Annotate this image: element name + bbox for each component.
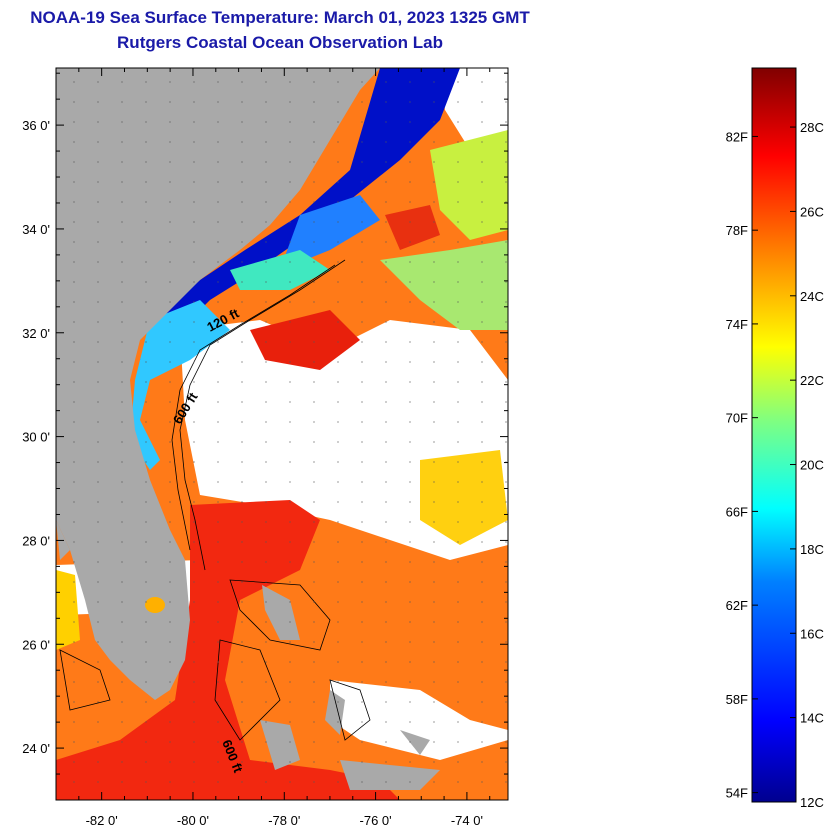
map-title: NOAA-19 Sea Surface Temperature: March 0… [30, 8, 530, 27]
celsius-label: 12C [800, 795, 824, 810]
celsius-label: 26C [800, 204, 824, 219]
celsius-label: 16C [800, 626, 824, 641]
celsius-label: 22C [800, 373, 824, 388]
lon-label: -74 0' [451, 813, 483, 828]
map-subtitle: Rutgers Coastal Ocean Observation Lab [117, 33, 443, 52]
fahrenheit-label: 74F [726, 317, 748, 332]
fahrenheit-label: 78F [726, 223, 748, 238]
sst-imagery [56, 68, 508, 800]
fahrenheit-label: 82F [726, 129, 748, 144]
lon-label: -80 0' [177, 813, 209, 828]
lat-label: 28 0' [22, 533, 50, 548]
lon-label: -76 0' [360, 813, 392, 828]
lon-label: -82 0' [86, 813, 118, 828]
map-frame [55, 67, 509, 801]
lon-label: -78 0' [268, 813, 300, 828]
lat-label: 26 0' [22, 637, 50, 652]
celsius-label: 24C [800, 289, 824, 304]
lat-label: 30 0' [22, 430, 50, 445]
fahrenheit-label: 58F [726, 692, 748, 707]
celsius-label: 28C [800, 120, 824, 135]
fahrenheit-label: 62F [726, 598, 748, 613]
celsius-label: 18C [800, 542, 824, 557]
lat-label: 24 0' [22, 741, 50, 756]
fahrenheit-label: 70F [726, 411, 748, 426]
fahrenheit-label: 66F [726, 504, 748, 519]
celsius-label: 20C [800, 458, 824, 473]
fahrenheit-label: 54F [726, 786, 748, 801]
lat-label: 36 0' [22, 118, 50, 133]
map-axes: 36 0' 34 0' 32 0' 30 0' 28 0' 26 0' 24 0' -82 0… [22, 68, 508, 828]
lat-label: 34 0' [22, 222, 50, 237]
lat-label: 32 0' [22, 326, 50, 341]
celsius-label: 14C [800, 711, 824, 726]
colorbar-ticks: 12C 14C 16C 18C 20C 22C 24C 26C 28C 54F 58F 62F 66F 7… [726, 120, 824, 810]
colorbar [751, 67, 797, 803]
